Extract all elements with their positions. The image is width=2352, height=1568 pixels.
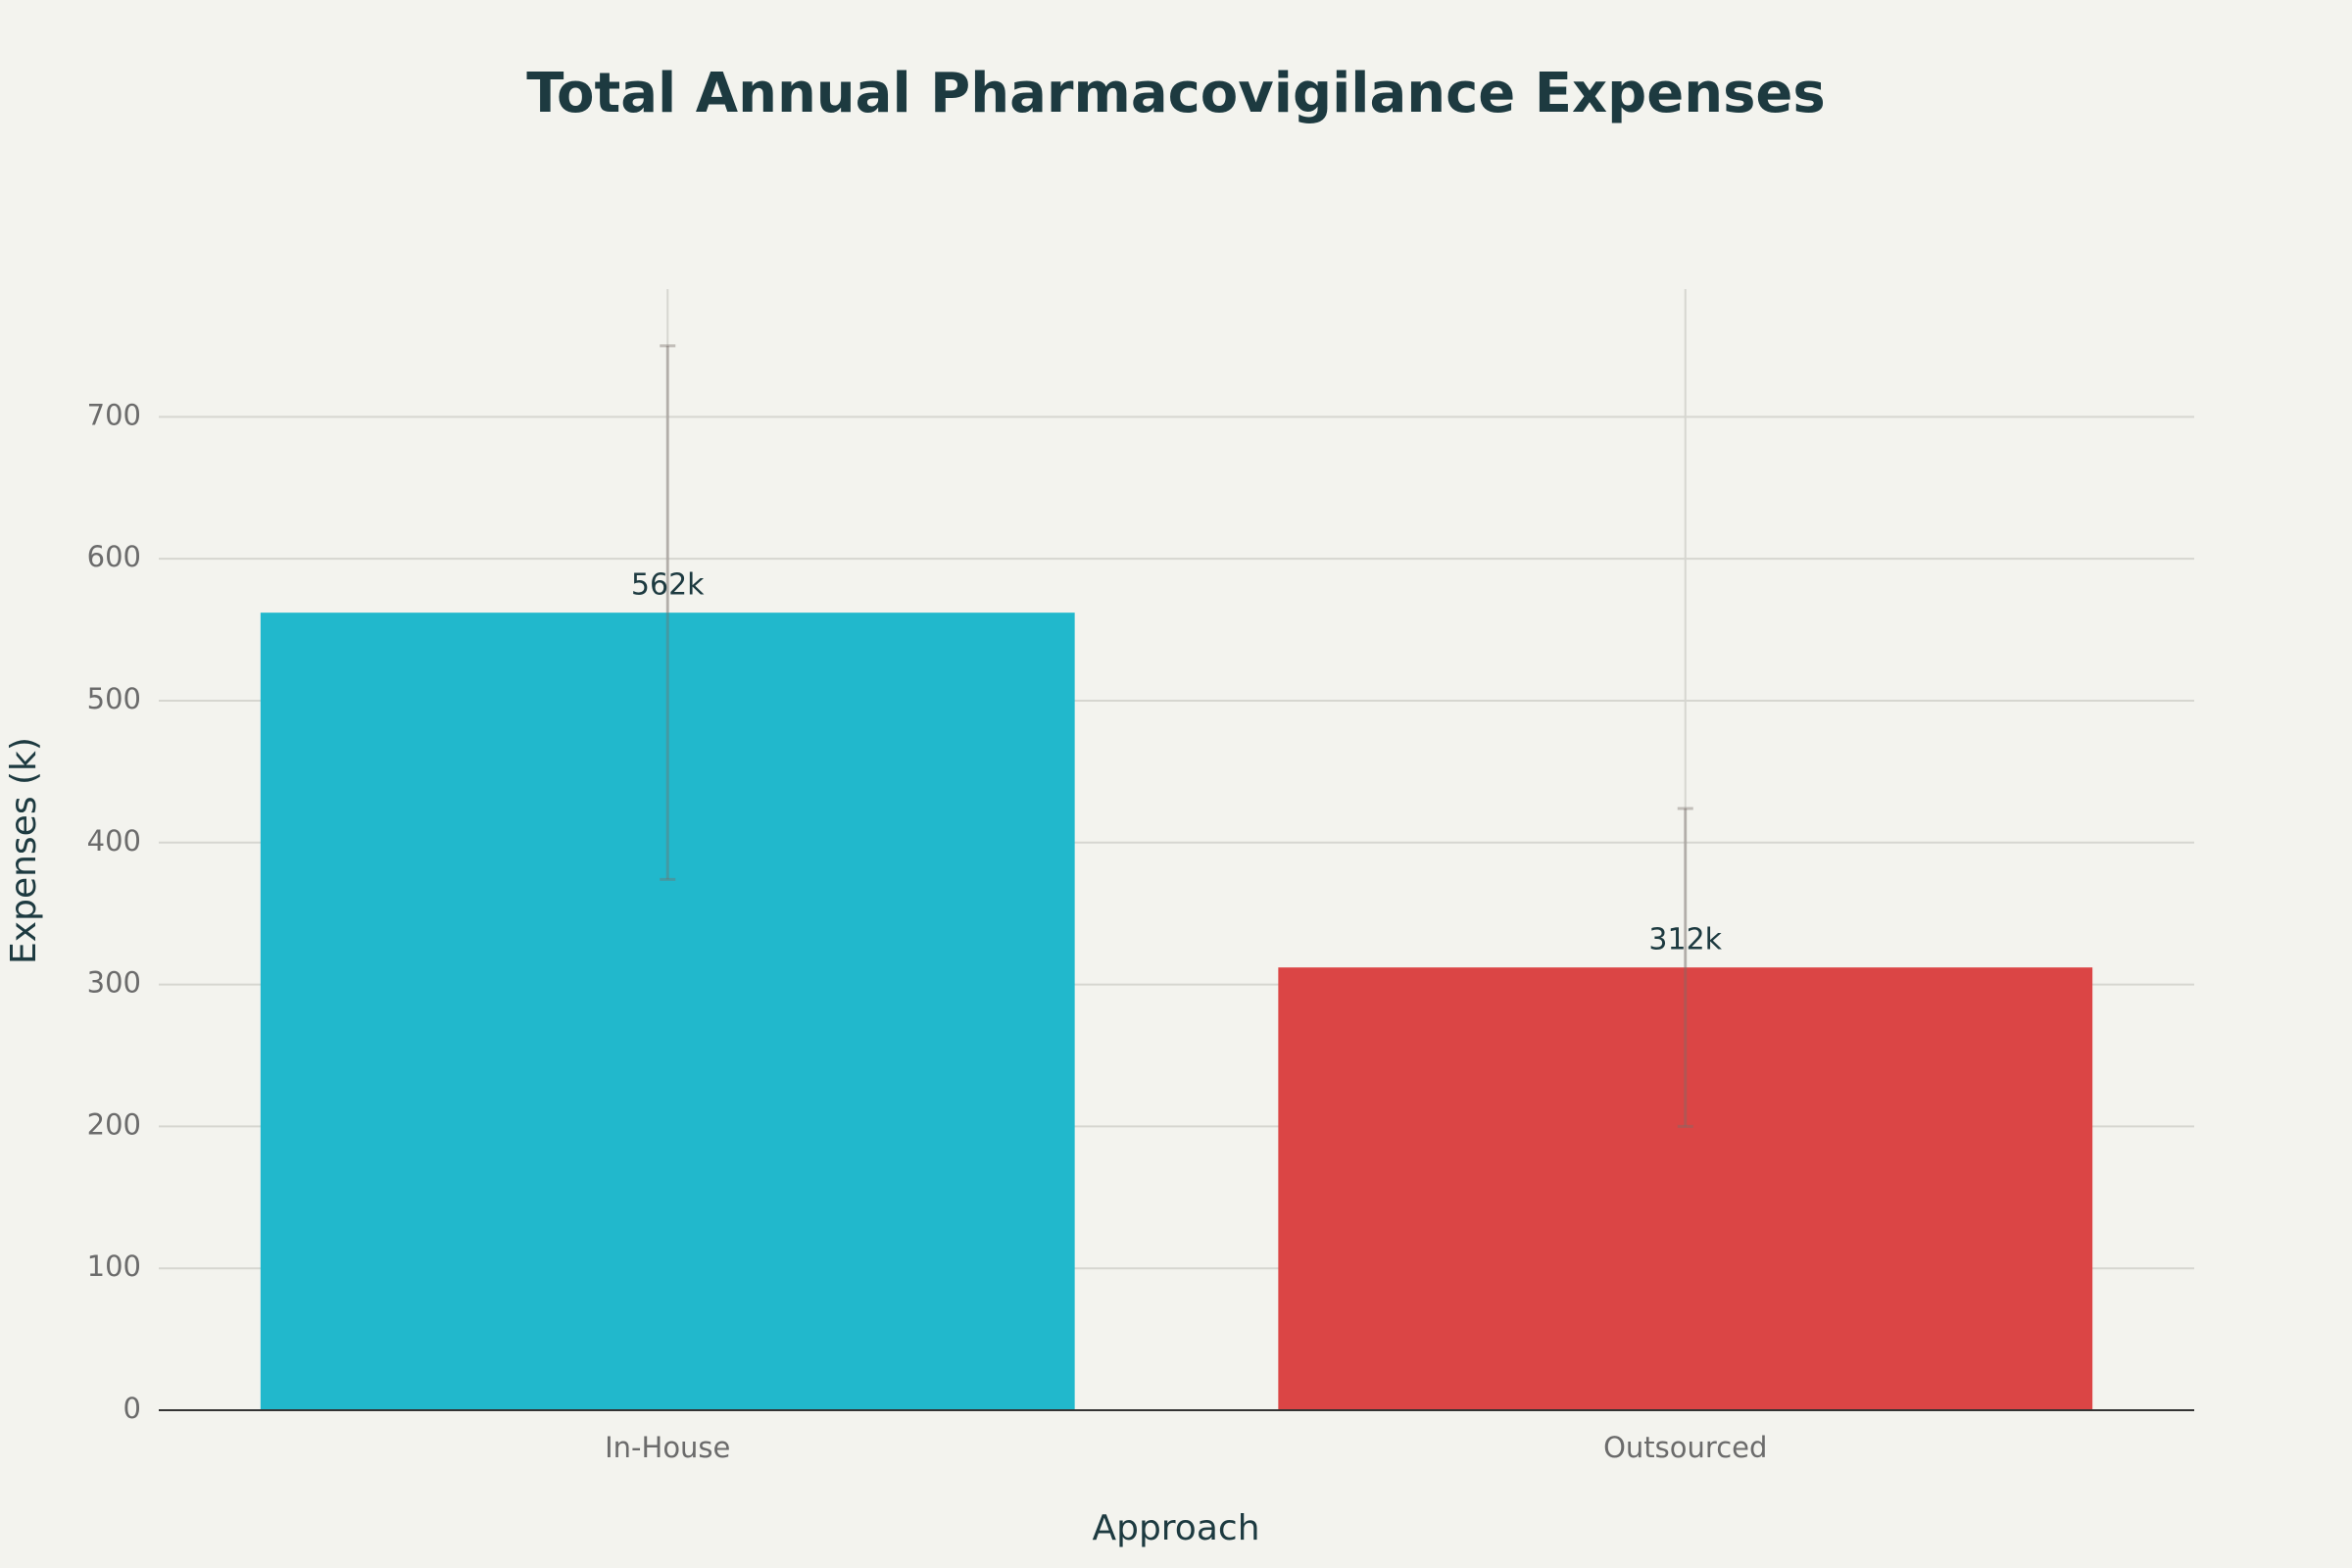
y-tick-label: 100 bbox=[87, 1250, 141, 1283]
x-tick-label: Outsourced bbox=[1603, 1431, 1767, 1464]
bar bbox=[1278, 967, 2093, 1410]
y-tick-label: 400 bbox=[87, 824, 141, 858]
y-tick-label: 500 bbox=[87, 682, 141, 715]
chart-title: Total Annual Pharmacovigilance Expenses bbox=[526, 62, 1826, 125]
x-tick-label: In-House bbox=[605, 1431, 730, 1464]
y-tick-label: 700 bbox=[87, 398, 141, 431]
x-axis-title: Approach bbox=[1092, 1508, 1259, 1548]
y-tick-label: 300 bbox=[87, 966, 141, 1000]
value-label: 312k bbox=[1648, 923, 1722, 957]
y-axis-title: Expenses (k) bbox=[4, 737, 44, 964]
y-tick-label: 200 bbox=[87, 1107, 141, 1141]
y-tick-label: 0 bbox=[123, 1392, 141, 1425]
value-label: 562k bbox=[631, 568, 705, 603]
bar bbox=[260, 612, 1075, 1410]
y-tick-label: 600 bbox=[87, 540, 141, 573]
